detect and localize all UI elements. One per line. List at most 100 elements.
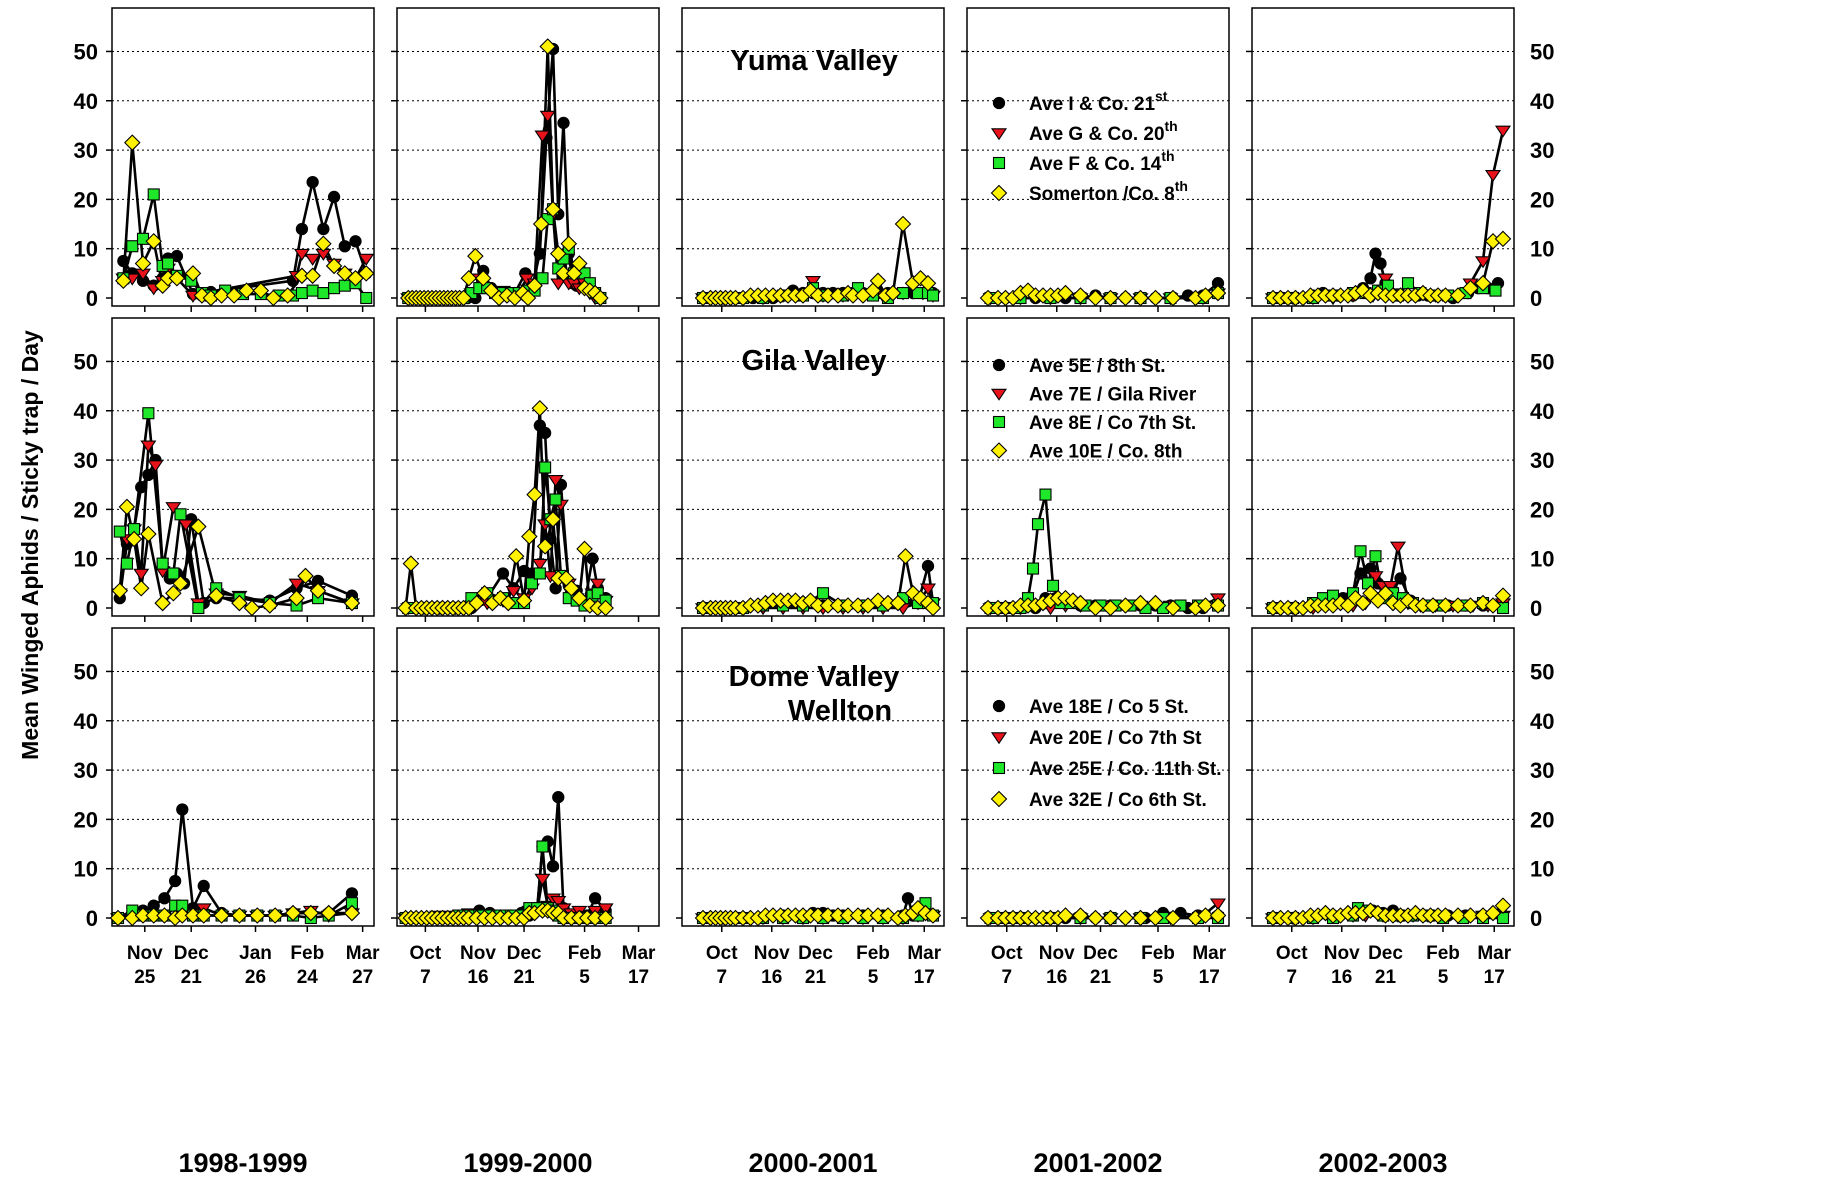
y-tick-label-right: 30 [1530,758,1554,783]
x-tick-label-day: 7 [1001,967,1012,988]
panel-frame [111,7,375,307]
x-tick-label-month: Jan [239,943,272,964]
legend-marker-2 [990,732,1008,745]
y-tick-label: 40 [74,709,98,734]
data-point-series-4 [261,597,279,614]
data-point-series-4 [172,575,189,592]
data-point-series-4 [455,289,472,307]
data-point-series-4 [118,498,136,516]
x-tick-label-day: 24 [297,967,319,988]
data-point-series-1 [1354,567,1367,580]
x-tick-label-month: Dec [1368,943,1403,964]
data-point-series-4 [124,134,141,151]
x-tick-label-day: 7 [716,967,727,988]
data-point-series-4 [1057,284,1074,302]
data-point-series-4 [924,599,942,617]
y-tick-label-right: 20 [1530,497,1554,522]
data-point-series-4 [919,274,937,292]
data-point-series-4 [467,247,484,265]
data-point-series-3 [306,284,319,297]
panel-frame [681,627,945,927]
data-point-series-1 [338,240,351,253]
data-point-series-2 [288,578,305,591]
y-tick-label-right: 50 [1530,659,1554,684]
x-tick-label-month: Feb [568,943,602,964]
data-point-series-4 [125,530,143,548]
data-point-series-4 [304,267,321,285]
data-point-series-2 [539,110,556,123]
x-tick-label-day: 17 [1199,967,1220,988]
data-point-series-4 [531,400,549,417]
data-point-series-4 [1494,230,1512,248]
legend-marker-3 [992,156,1006,170]
legend-marker-3 [992,415,1006,429]
data-point-series-4 [1377,584,1394,602]
data-point-series-4 [284,904,302,922]
data-point-series-4 [154,594,171,612]
legend-marker-4 [990,184,1008,202]
y-tick-label-right: 50 [1530,39,1554,64]
data-point-series-4 [1484,904,1502,922]
legend-label: Ave 8E / Co 7th St. [1029,413,1196,434]
data-point-series-4 [1117,597,1134,614]
panel-1-2 [391,7,660,312]
data-point-series-2 [1367,571,1384,584]
data-point-series-2 [919,583,937,596]
legend-label-text: Ave 32E / Co 6th St. [1029,790,1207,811]
data-point-series-4 [1424,597,1442,614]
x-tick-label-day: 21 [513,967,535,988]
data-point-series-4 [526,277,543,294]
panel-frame [681,317,945,617]
data-point-series-4 [1197,597,1214,614]
y-axis-title: Mean Winged Aphids / Sticky trap / Day [17,330,43,760]
data-point-series-4 [869,272,887,290]
y-tick-label-right: 40 [1530,89,1554,114]
data-point-series-3 [338,279,351,292]
data-point-series-4 [1462,907,1479,924]
x-tick-label-day: 17 [914,967,935,988]
panel-2-4: Ave 5E / 8th St. Ave 7E / Gila River Ave 8… [961,317,1230,622]
x-tick-label-month: Nov [1324,943,1360,964]
data-point-series-4 [563,579,580,597]
data-point-series-4 [544,200,562,218]
legend-marker-1 [992,699,1006,713]
data-point-series-4 [1147,909,1164,927]
data-point-series-2 [804,275,822,289]
valley-title: Yuma Valley [730,45,898,77]
valley-title: Dome Valley [729,661,900,693]
y-tick-label: 0 [86,906,98,931]
y-tick-label-right: 0 [1530,286,1542,311]
x-tick-label-day: 16 [761,967,782,988]
data-point-series-4 [213,907,230,924]
data-point-series-4 [320,904,337,922]
y-tick-label-right: 10 [1530,237,1554,262]
data-point-series-4 [1484,597,1502,614]
data-point-series-1 [142,468,155,482]
data-point-series-1 [197,879,210,893]
x-tick-label-day: 21 [1375,967,1397,988]
legend-label-text: Ave I & Co. 21 [1029,94,1155,115]
x-tick-label-day: 26 [245,967,266,988]
x-tick-label-day: 16 [467,967,488,988]
data-point-series-3 [1401,277,1415,290]
data-point-series-2 [147,460,164,473]
data-point-series-4 [1087,289,1104,307]
data-point-series-1 [546,860,560,873]
x-tick-label-month: Mar [622,943,656,964]
y-tick-label-right: 0 [1530,906,1542,931]
y-tick-label: 50 [74,659,98,684]
data-point-series-4 [249,907,266,924]
y-tick-label: 40 [74,399,98,424]
data-point-series-4 [1132,594,1149,612]
x-tick-label-day: 16 [1046,967,1067,988]
y-tick-label: 40 [74,89,98,114]
data-point-series-1 [117,254,130,268]
legend-label-text: Somerton /Co. 8 [1029,184,1175,205]
panel-2-2 [391,317,660,622]
data-point-series-1 [1374,257,1387,270]
panel-frame [111,627,375,927]
data-point-series-4 [190,518,207,535]
data-point-series-4 [474,269,492,287]
data-point-series-4 [1437,287,1454,304]
